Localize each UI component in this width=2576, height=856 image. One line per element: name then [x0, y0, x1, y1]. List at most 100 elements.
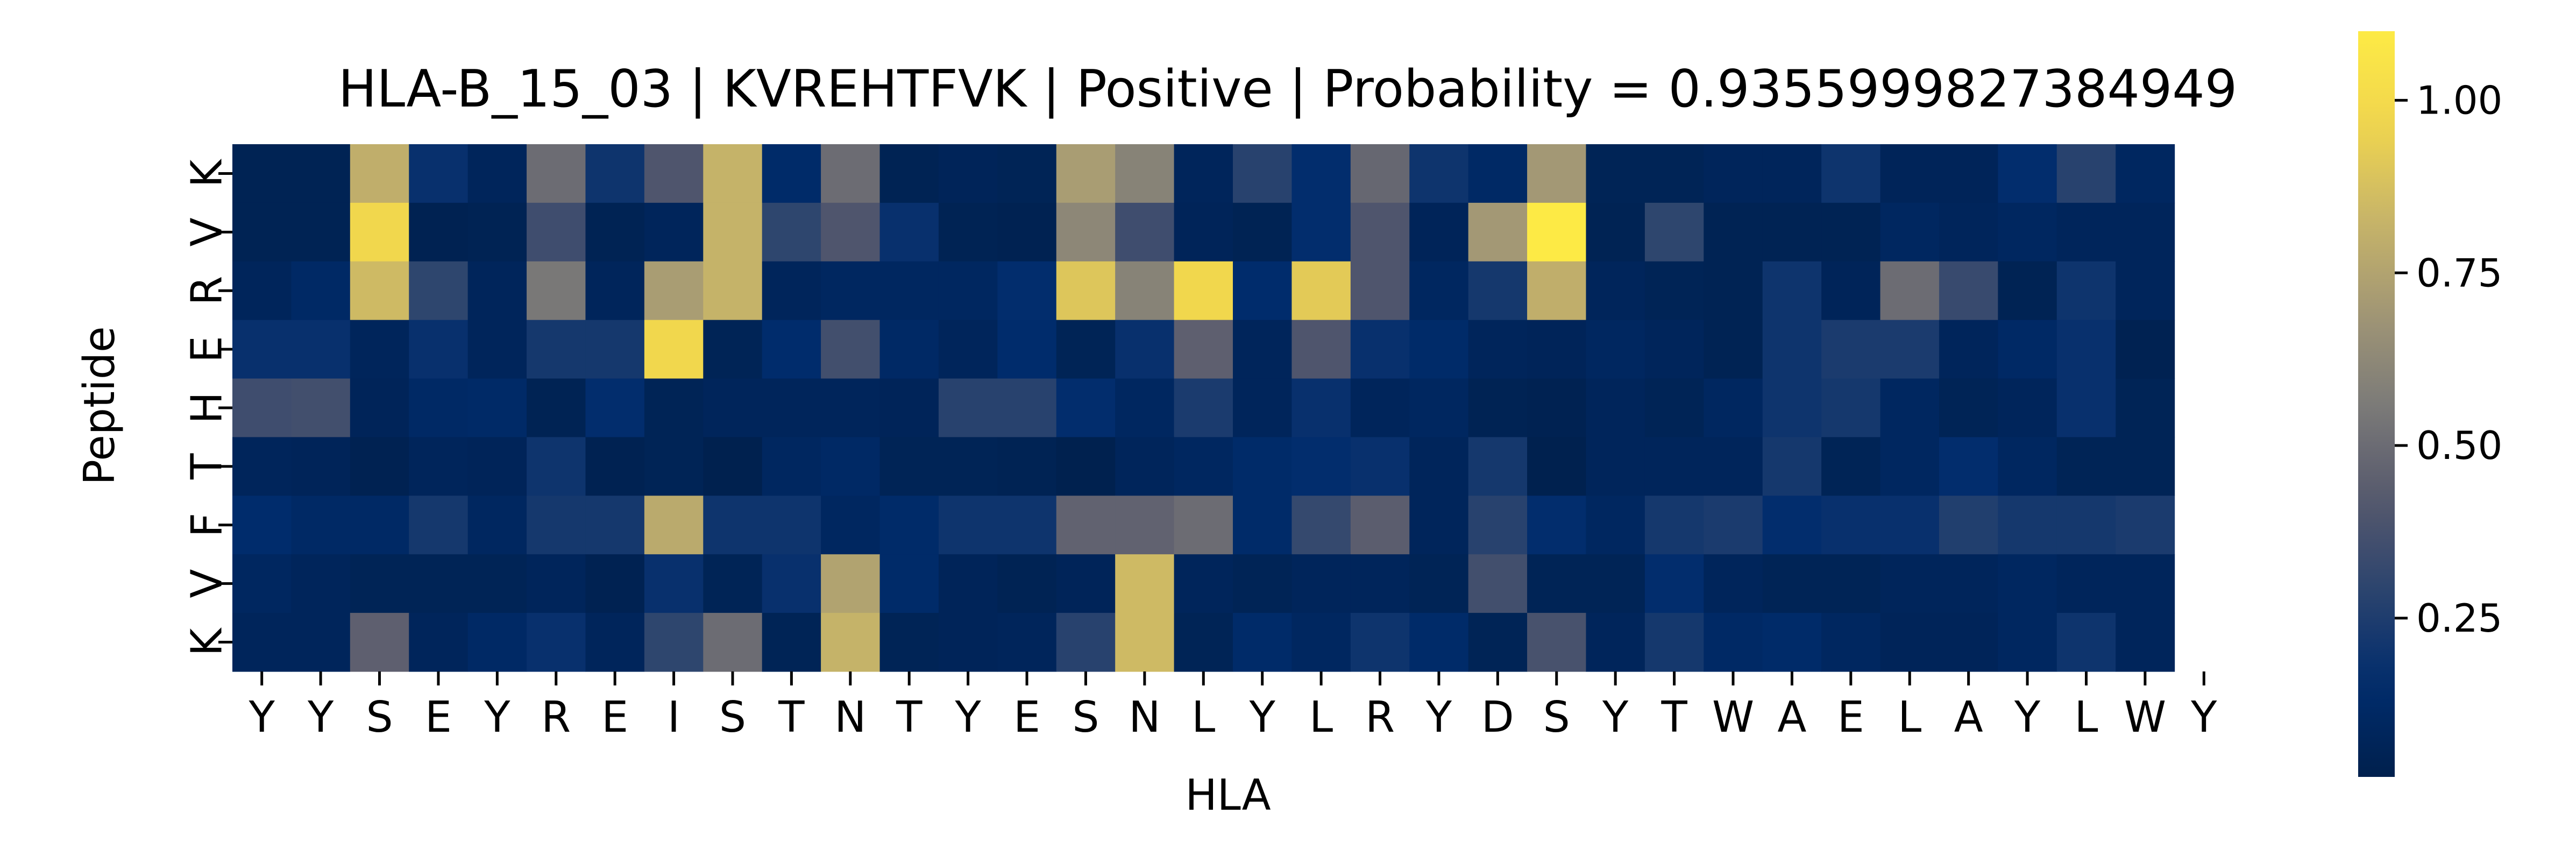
- y-tick-label: V: [182, 217, 232, 246]
- x-tick-label: E: [425, 692, 452, 742]
- heatmap-cell: [1115, 202, 1175, 262]
- heatmap-cell: [1644, 261, 1704, 321]
- heatmap-cell: [2116, 261, 2175, 321]
- heatmap-cell: [879, 378, 939, 438]
- x-tick-label: S: [1072, 692, 1099, 742]
- heatmap-cell: [1233, 202, 1293, 262]
- heatmap-cell: [350, 378, 409, 438]
- heatmap-cell: [1704, 144, 1763, 203]
- heatmap-cell: [1468, 261, 1528, 321]
- heatmap-cell: [1409, 496, 1469, 555]
- x-tick-label: E: [601, 692, 628, 742]
- heatmap-cell: [409, 261, 469, 321]
- heatmap-cell: [1644, 378, 1704, 438]
- heatmap-cell: [703, 378, 763, 438]
- heatmap-cell: [1704, 496, 1763, 555]
- heatmap-cell: [467, 613, 527, 672]
- heatmap-cell: [1939, 320, 1998, 379]
- heatmap-cell: [467, 378, 527, 438]
- heatmap-cell: [997, 202, 1057, 262]
- heatmap-cell: [1939, 144, 1998, 203]
- heatmap-cell: [1586, 437, 1645, 496]
- y-axis-label: Peptide: [75, 326, 124, 485]
- heatmap-cell: [467, 202, 527, 262]
- heatmap-cell: [1468, 613, 1528, 672]
- heatmap-cell: [1880, 261, 1940, 321]
- heatmap-cell: [879, 261, 939, 321]
- heatmap-cell: [1233, 261, 1293, 321]
- heatmap-cell: [644, 496, 704, 555]
- heatmap-cell: [1174, 437, 1233, 496]
- heatmap-cell: [2056, 496, 2116, 555]
- heatmap-cell: [703, 496, 763, 555]
- heatmap-cell: [467, 320, 527, 379]
- heatmap-cell: [2116, 496, 2175, 555]
- colorbar-tick-label: 1.00: [2416, 78, 2502, 123]
- heatmap-cell: [1174, 378, 1233, 438]
- heatmap-cell: [1056, 496, 1116, 555]
- heatmap-cell: [762, 496, 821, 555]
- colorbar-tick-label: 0.50: [2416, 423, 2502, 468]
- heatmap-cell: [409, 613, 469, 672]
- heatmap-cell: [291, 554, 351, 613]
- heatmap-cell: [2056, 261, 2116, 321]
- heatmap-cell: [2056, 554, 2116, 613]
- heatmap-cell: [821, 554, 881, 613]
- heatmap-cell: [1939, 202, 1998, 262]
- x-tick-label: Y: [2190, 692, 2217, 742]
- heatmap-cell: [2116, 202, 2175, 262]
- heatmap-cell: [1762, 613, 1822, 672]
- heatmap-cell: [1704, 437, 1763, 496]
- heatmap-cell: [1115, 613, 1175, 672]
- heatmap-cell: [703, 202, 763, 262]
- heatmap-cell: [2056, 320, 2116, 379]
- x-tick-label: T: [896, 692, 922, 742]
- heatmap-cell: [291, 378, 351, 438]
- heatmap-cell: [1527, 613, 1587, 672]
- heatmap-cell: [1821, 554, 1881, 613]
- heatmap-cell: [821, 496, 881, 555]
- colorbar-tick-label: 0.75: [2416, 250, 2502, 295]
- heatmap-cell: [821, 378, 881, 438]
- heatmap-cell: [762, 613, 821, 672]
- heatmap-cell: [1409, 554, 1469, 613]
- heatmap-cell: [1586, 378, 1645, 438]
- heatmap-cell: [2056, 144, 2116, 203]
- heatmap-cell: [1880, 496, 1940, 555]
- heatmap-cell: [467, 261, 527, 321]
- heatmap-cell: [1233, 554, 1293, 613]
- heatmap-cell: [1291, 202, 1351, 262]
- heatmap-cell: [350, 496, 409, 555]
- heatmap-cell: [1998, 554, 2057, 613]
- heatmap-cell: [2116, 613, 2175, 672]
- x-tick-label: Y: [484, 692, 510, 742]
- heatmap-cell: [1939, 378, 1998, 438]
- x-tick-label: A: [1777, 692, 1806, 742]
- heatmap-cell: [997, 496, 1057, 555]
- heatmap-cell: [703, 437, 763, 496]
- heatmap-cell: [527, 554, 586, 613]
- heatmap-cell: [1350, 202, 1410, 262]
- heatmap-cell: [938, 496, 998, 555]
- chart-title: HLA-B_15_03 | KVREHTFVK | Positive | Pro…: [338, 60, 2237, 119]
- heatmap-cell: [879, 202, 939, 262]
- heatmap-cell: [938, 437, 998, 496]
- heatmap-cell: [1704, 378, 1763, 438]
- heatmap-cell: [2056, 613, 2116, 672]
- heatmap-cell: [1409, 437, 1469, 496]
- heatmap-cell: [1527, 378, 1587, 438]
- heatmap-cell: [1291, 554, 1351, 613]
- heatmap-cell: [1115, 496, 1175, 555]
- heatmap-cell: [527, 261, 586, 321]
- heatmap-cell: [821, 144, 881, 203]
- heatmap-cell: [1644, 437, 1704, 496]
- heatmap-cell: [821, 261, 881, 321]
- heatmap-cells: [232, 144, 2175, 672]
- heatmap-cell: [997, 144, 1057, 203]
- heatmap-cell: [821, 202, 881, 262]
- heatmap-cell: [1586, 496, 1645, 555]
- heatmap-cell: [2116, 144, 2175, 203]
- heatmap-cell: [1880, 144, 1940, 203]
- heatmap-cell: [1821, 613, 1881, 672]
- heatmap-cell: [1527, 320, 1587, 379]
